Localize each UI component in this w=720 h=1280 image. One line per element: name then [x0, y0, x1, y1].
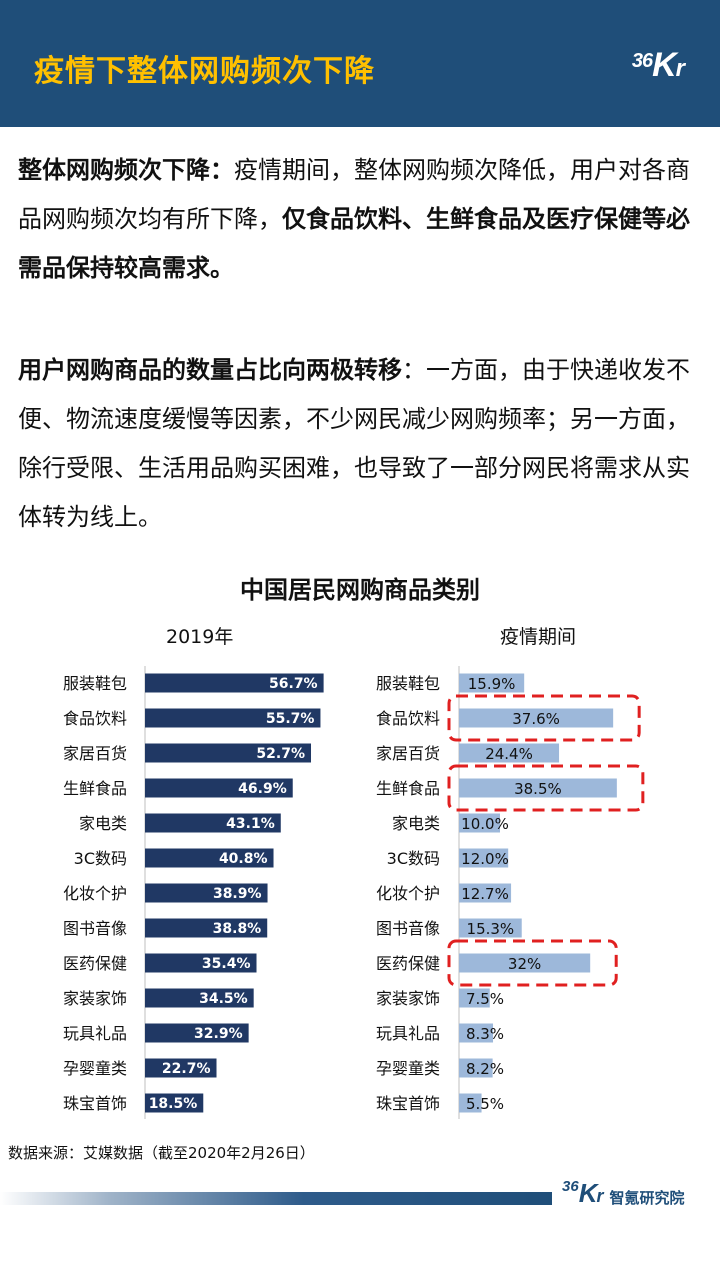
y2019-value-label: 43.1% [226, 816, 275, 832]
epidemic-bar-7 [459, 918, 522, 938]
y2019-bar-9 [145, 988, 254, 1008]
y2019-value-label: 34.5% [199, 991, 248, 1007]
epidemic-bar-1 [459, 708, 614, 728]
y2019-category-label: 家电类 [79, 814, 127, 833]
epidemic-value-label: 37.6% [512, 710, 560, 728]
epidemic-value-label: 8.2% [466, 1060, 504, 1078]
epidemic-category-label: 服装鞋包 [376, 674, 440, 693]
data-source: 数据来源：艾媒数据（截至2020年2月26日） [8, 1144, 315, 1162]
y2019-value-label: 40.8% [219, 851, 268, 867]
epidemic-value-label: 15.3% [467, 920, 515, 938]
y2019-bar-1 [145, 708, 321, 728]
chart-2019-subtitle: 2019年 [166, 626, 234, 648]
epidemic-category-label: 图书音像 [376, 919, 440, 938]
y2019-bar-11 [145, 1058, 217, 1078]
paragraph-frequency-heading: 整体网购频次下降： [18, 156, 234, 184]
y2019-bar-5 [145, 848, 274, 868]
y2019-bar-3 [145, 778, 293, 798]
y2019-value-label: 22.7% [162, 1061, 211, 1077]
epidemic-category-label: 3C数码 [387, 849, 440, 868]
paragraph-polarization-text: ：一方面，由于快递收发不便、物流速度缓慢等因素，不少网民减少网购频率；另一方面，… [18, 356, 690, 531]
y2019-category-label: 医药保健 [63, 954, 127, 973]
epidemic-bar-5 [459, 848, 509, 868]
y2019-category-label: 玩具礼品 [63, 1024, 127, 1043]
epidemic-value-label: 7.5% [466, 990, 504, 1008]
y2019-bar-12 [145, 1093, 204, 1113]
institute-name: 智氪研究院 [609, 1189, 685, 1208]
y2019-bar-10 [145, 1023, 249, 1043]
epidemic-highlight-box [447, 939, 618, 987]
y2019-value-label: 35.4% [202, 956, 251, 972]
epidemic-bar-3 [459, 778, 617, 798]
footer-bar [0, 1192, 552, 1205]
epidemic-category-label: 生鲜食品 [376, 779, 440, 798]
epidemic-value-label: 38.5% [514, 780, 562, 798]
epidemic-category-label: 家装家饰 [376, 989, 440, 1008]
36kr-logo: 36Kr [631, 46, 685, 84]
epidemic-value-label: 5.5% [466, 1095, 504, 1113]
epidemic-value-label: 15.9% [468, 675, 516, 693]
y2019-category-label: 生鲜食品 [63, 779, 127, 798]
y2019-category-label: 图书音像 [63, 919, 127, 938]
y2019-bar-8 [145, 953, 257, 973]
y2019-value-label: 56.7% [269, 676, 318, 692]
epidemic-category-label: 家居百货 [376, 744, 440, 763]
paragraph-frequency: 整体网购频次下降：疫情期间，整体网购频次降低，用户对各商品网购频次均有所下降，仅… [18, 146, 702, 293]
paragraph-frequency-text: 疫情期间，整体网购频次降低，用户对各商品网购频次均有所下降， [18, 156, 690, 233]
epidemic-bar-8 [459, 953, 591, 973]
y2019-category-label: 化妆个护 [63, 884, 127, 903]
epidemic-bar-6 [459, 883, 512, 903]
epidemic-category-label: 食品饮料 [376, 709, 440, 728]
epidemic-bar-12 [459, 1093, 482, 1113]
epidemic-value-label: 10.0% [461, 815, 509, 833]
epidemic-bar-9 [459, 988, 490, 1008]
epidemic-category-label: 家电类 [392, 814, 440, 833]
page-title: 疫情下整体网购频次下降 [34, 54, 375, 89]
epidemic-bar-4 [459, 813, 500, 833]
y2019-bar-6 [145, 883, 268, 903]
epidemic-value-label: 32% [508, 955, 541, 973]
y2019-value-label: 38.9% [213, 886, 262, 902]
epidemic-category-label: 珠宝首饰 [376, 1094, 440, 1113]
epidemic-bar-0 [459, 673, 525, 693]
y2019-category-label: 食品饮料 [63, 709, 127, 728]
paragraph-polarization: 用户网购商品的数量占比向两极转移：一方面，由于快递收发不便、物流速度缓慢等因素，… [18, 346, 702, 542]
y2019-bar-7 [145, 918, 268, 938]
y2019-category-label: 服装鞋包 [63, 674, 127, 693]
epidemic-bar-2 [459, 743, 560, 763]
epidemic-category-label: 化妆个护 [376, 884, 440, 903]
epidemic-value-label: 8.3% [466, 1025, 504, 1043]
y2019-category-label: 3C数码 [74, 849, 127, 868]
paragraph-frequency-highlight: 仅食品饮料、生鲜食品及医疗保健等必需品保持较高需求。 [18, 205, 690, 282]
y2019-value-label: 46.9% [238, 781, 287, 797]
y2019-bar-0 [145, 673, 324, 693]
epidemic-category-label: 玩具礼品 [376, 1024, 440, 1043]
epidemic-value-label: 24.4% [485, 745, 533, 763]
y2019-bar-2 [145, 743, 312, 763]
y2019-category-label: 家居百货 [63, 744, 127, 763]
epidemic-category-label: 医药保健 [376, 954, 440, 973]
y2019-category-label: 孕婴童类 [63, 1059, 127, 1078]
paragraph-polarization-heading: 用户网购商品的数量占比向两极转移 [18, 356, 402, 384]
chart-epidemic-subtitle: 疫情期间 [500, 626, 577, 648]
y2019-category-label: 家装家饰 [63, 989, 127, 1008]
epidemic-bar-11 [459, 1058, 493, 1078]
epidemic-highlight-box [447, 764, 645, 812]
y2019-value-label: 18.5% [149, 1096, 198, 1112]
epidemic-bar-10 [459, 1023, 494, 1043]
epidemic-value-label: 12.7% [461, 885, 509, 903]
footer-logo: 36Kr 智氪研究院 [562, 1178, 685, 1208]
category-bar-charts: 服装鞋包 56.7% 食品饮料 55.7% 家居百货 52.7% 生鲜食品 46.9% 家电类 4… [63, 666, 645, 1119]
y2019-category-label: 珠宝首饰 [63, 1094, 127, 1113]
y2019-value-label: 52.7% [256, 746, 305, 762]
chart-title: 中国居民网购商品类别 [240, 576, 480, 604]
y2019-value-label: 55.7% [266, 711, 315, 727]
y2019-value-label: 32.9% [194, 1026, 243, 1042]
epidemic-category-label: 孕婴童类 [376, 1059, 440, 1078]
epidemic-value-label: 12.0% [461, 850, 509, 868]
header-banner: 疫情下整体网购频次下降 36Kr [0, 0, 720, 127]
y2019-value-label: 38.8% [213, 921, 262, 937]
y2019-bar-4 [145, 813, 281, 833]
